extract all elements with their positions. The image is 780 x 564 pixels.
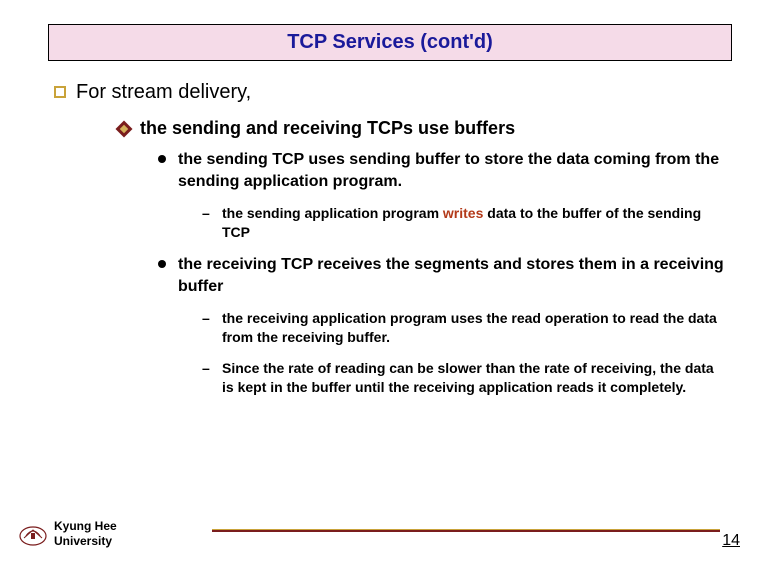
dot-bullet-icon	[158, 260, 166, 268]
dash-bullet-icon: –	[202, 360, 212, 376]
lvl4b-text: the receiving application program uses t…	[222, 309, 726, 347]
lvl4a-text: the sending application program writes d…	[222, 204, 726, 242]
lvl2-text: the sending and receiving TCPs use buffe…	[140, 118, 515, 139]
lvl4a-pre: the sending application program	[222, 205, 443, 221]
slide-content: For stream delivery, the sending and rec…	[0, 61, 780, 397]
lvl4c-text: Since the rate of reading can be slower …	[222, 359, 726, 397]
slide-title: TCP Services (cont'd)	[287, 31, 493, 53]
university-name: Kyung Hee University	[54, 519, 117, 548]
university-line2: University	[54, 534, 117, 548]
title-bar: TCP Services (cont'd)	[48, 24, 732, 61]
diamond-bullet-icon	[118, 123, 130, 135]
lvl3b-text: the receiving TCP receives the segments …	[178, 254, 726, 297]
lvl1-text: For stream delivery,	[76, 81, 251, 104]
bullet-level4: – the receiving application program uses…	[202, 309, 726, 347]
bullet-level3: the receiving TCP receives the segments …	[158, 254, 726, 297]
emphasis-writes: writes	[443, 205, 483, 221]
bullet-level4: – Since the rate of reading can be slowe…	[202, 359, 726, 397]
bullet-level1: For stream delivery,	[54, 81, 726, 104]
page-number: 14	[722, 532, 740, 550]
lvl3a-text: the sending TCP uses sending buffer to s…	[178, 149, 726, 192]
bullet-level2: the sending and receiving TCPs use buffe…	[118, 118, 726, 139]
dash-bullet-icon: –	[202, 205, 212, 221]
square-bullet-icon	[54, 86, 66, 98]
dot-bullet-icon	[158, 155, 166, 163]
bullet-level3: the sending TCP uses sending buffer to s…	[158, 149, 726, 192]
slide-footer: Kyung Hee University 14	[0, 504, 780, 550]
bullet-level4: – the sending application program writes…	[202, 204, 726, 242]
university-line1: Kyung Hee	[54, 519, 117, 533]
dash-bullet-icon: –	[202, 310, 212, 326]
university-logo-icon	[18, 520, 48, 546]
footer-divider	[212, 529, 720, 532]
